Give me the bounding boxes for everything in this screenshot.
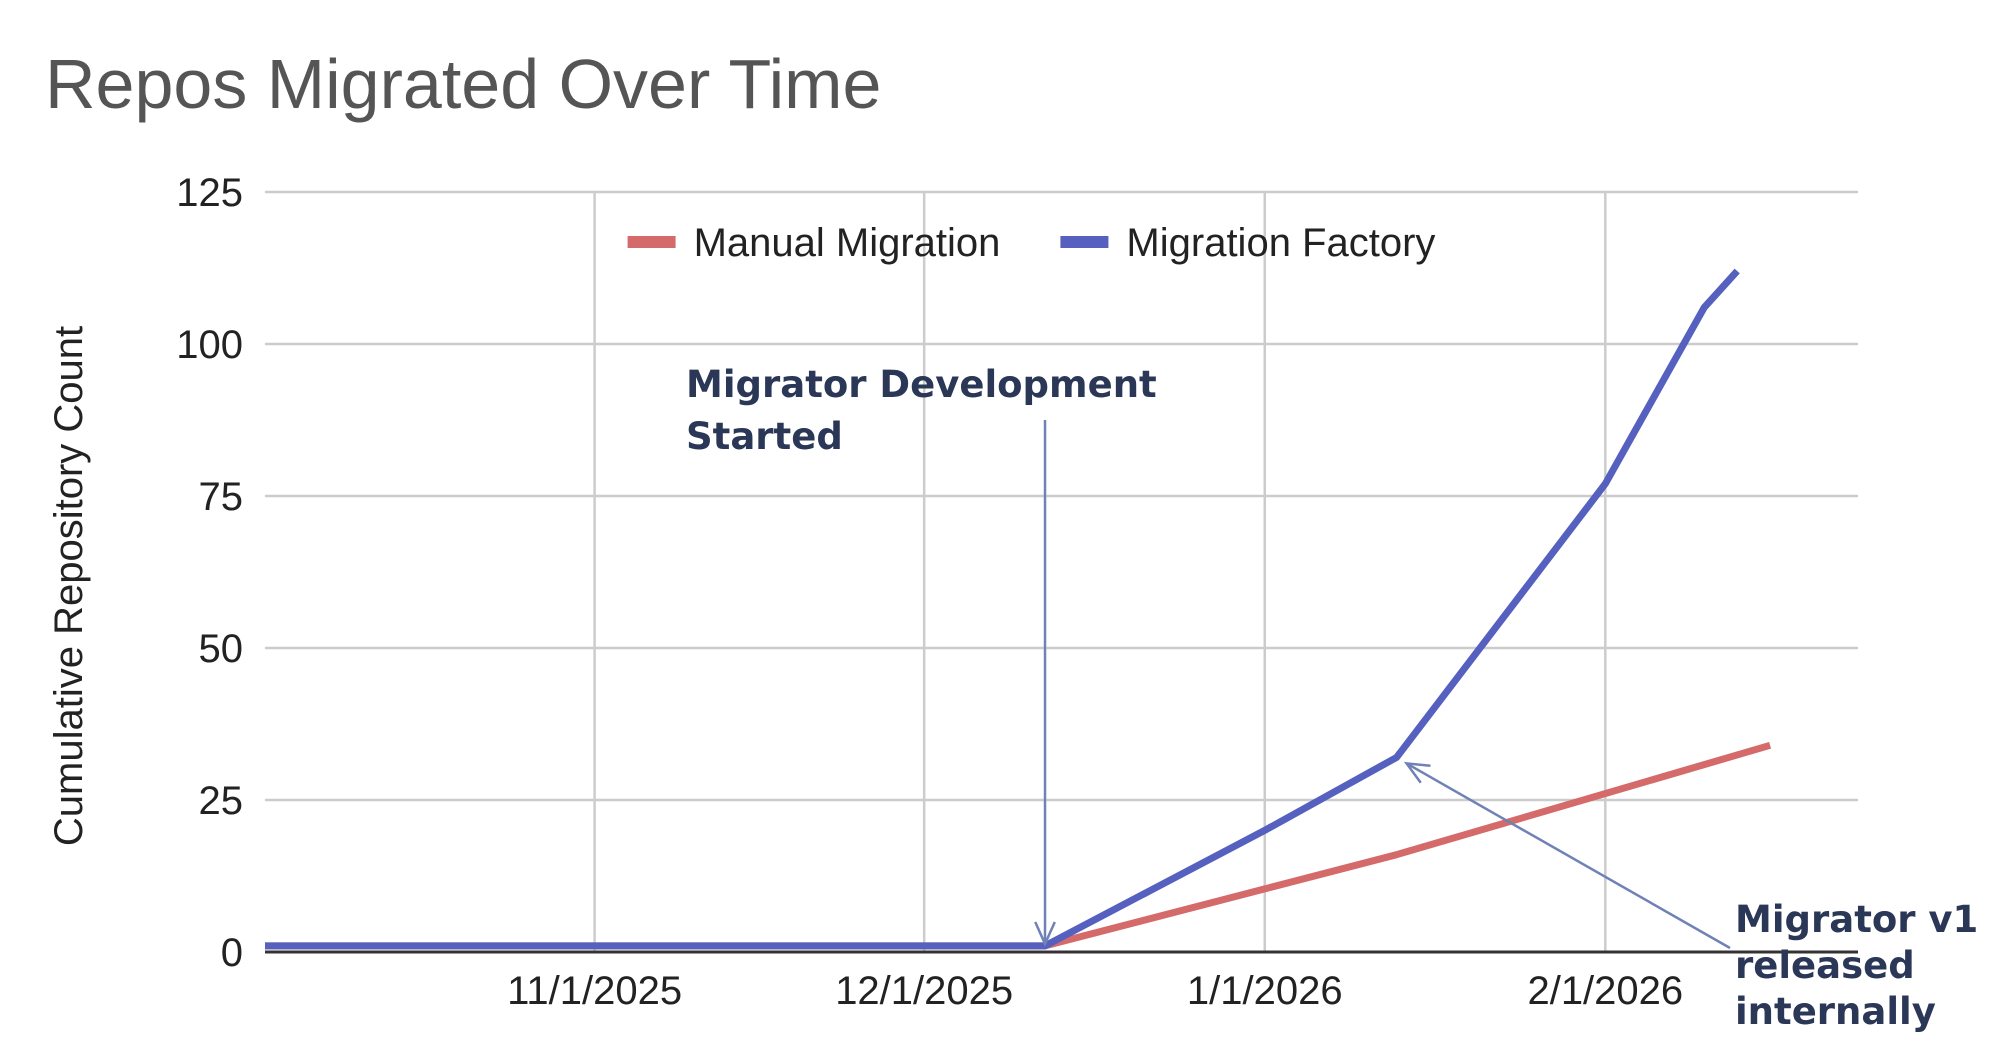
legend: Manual Migration Migration Factory <box>627 221 1435 265</box>
y-tick-label: 75 <box>199 475 244 519</box>
x-tick-label: 1/1/2026 <box>1187 969 1343 1013</box>
annotation-dev-started-text: Migrator Development <box>686 363 1157 406</box>
annotations: Migrator Development Started Migrator v1re… <box>686 363 1978 1033</box>
y-tick-label: 0 <box>221 931 243 975</box>
series-line-manual-migration <box>265 741 1772 950</box>
annotation-dev-started-arrowhead <box>1034 921 1056 947</box>
annotation-v1-released-text: Migrator v1 <box>1735 898 1978 941</box>
legend-label: Manual Migration <box>694 221 1001 265</box>
legend-label: Migration Factory <box>1126 221 1435 265</box>
axes: 0 25 50 75 100 125 11/1/2025 12/1/2025 1/1/2026 2… <box>176 171 1858 1013</box>
annotation-v1-released-arrow <box>1405 762 1731 950</box>
y-tick-label: 50 <box>199 627 244 671</box>
x-tick-label: 2/1/2026 <box>1527 969 1683 1013</box>
legend-swatch <box>627 236 676 248</box>
annotation-dev-started-text: Started <box>686 415 843 458</box>
y-tick-label: 125 <box>176 171 243 215</box>
legend-swatch <box>1060 236 1109 248</box>
chart-title: Repos Migrated Over Time <box>45 45 881 123</box>
annotation-v1-released-text: internally <box>1735 990 1936 1033</box>
y-tick-label: 25 <box>199 779 244 823</box>
y-tick-label: 100 <box>176 323 243 367</box>
x-tick-label: 12/1/2025 <box>835 969 1013 1013</box>
annotation-v1-released-text: released <box>1735 944 1915 987</box>
grid <box>265 190 1858 952</box>
x-tick-label: 11/1/2025 <box>507 969 682 1013</box>
y-axis-label: Cumulative Repository Count <box>47 326 91 846</box>
annotation-v1-released-arrowhead <box>1403 761 1431 784</box>
